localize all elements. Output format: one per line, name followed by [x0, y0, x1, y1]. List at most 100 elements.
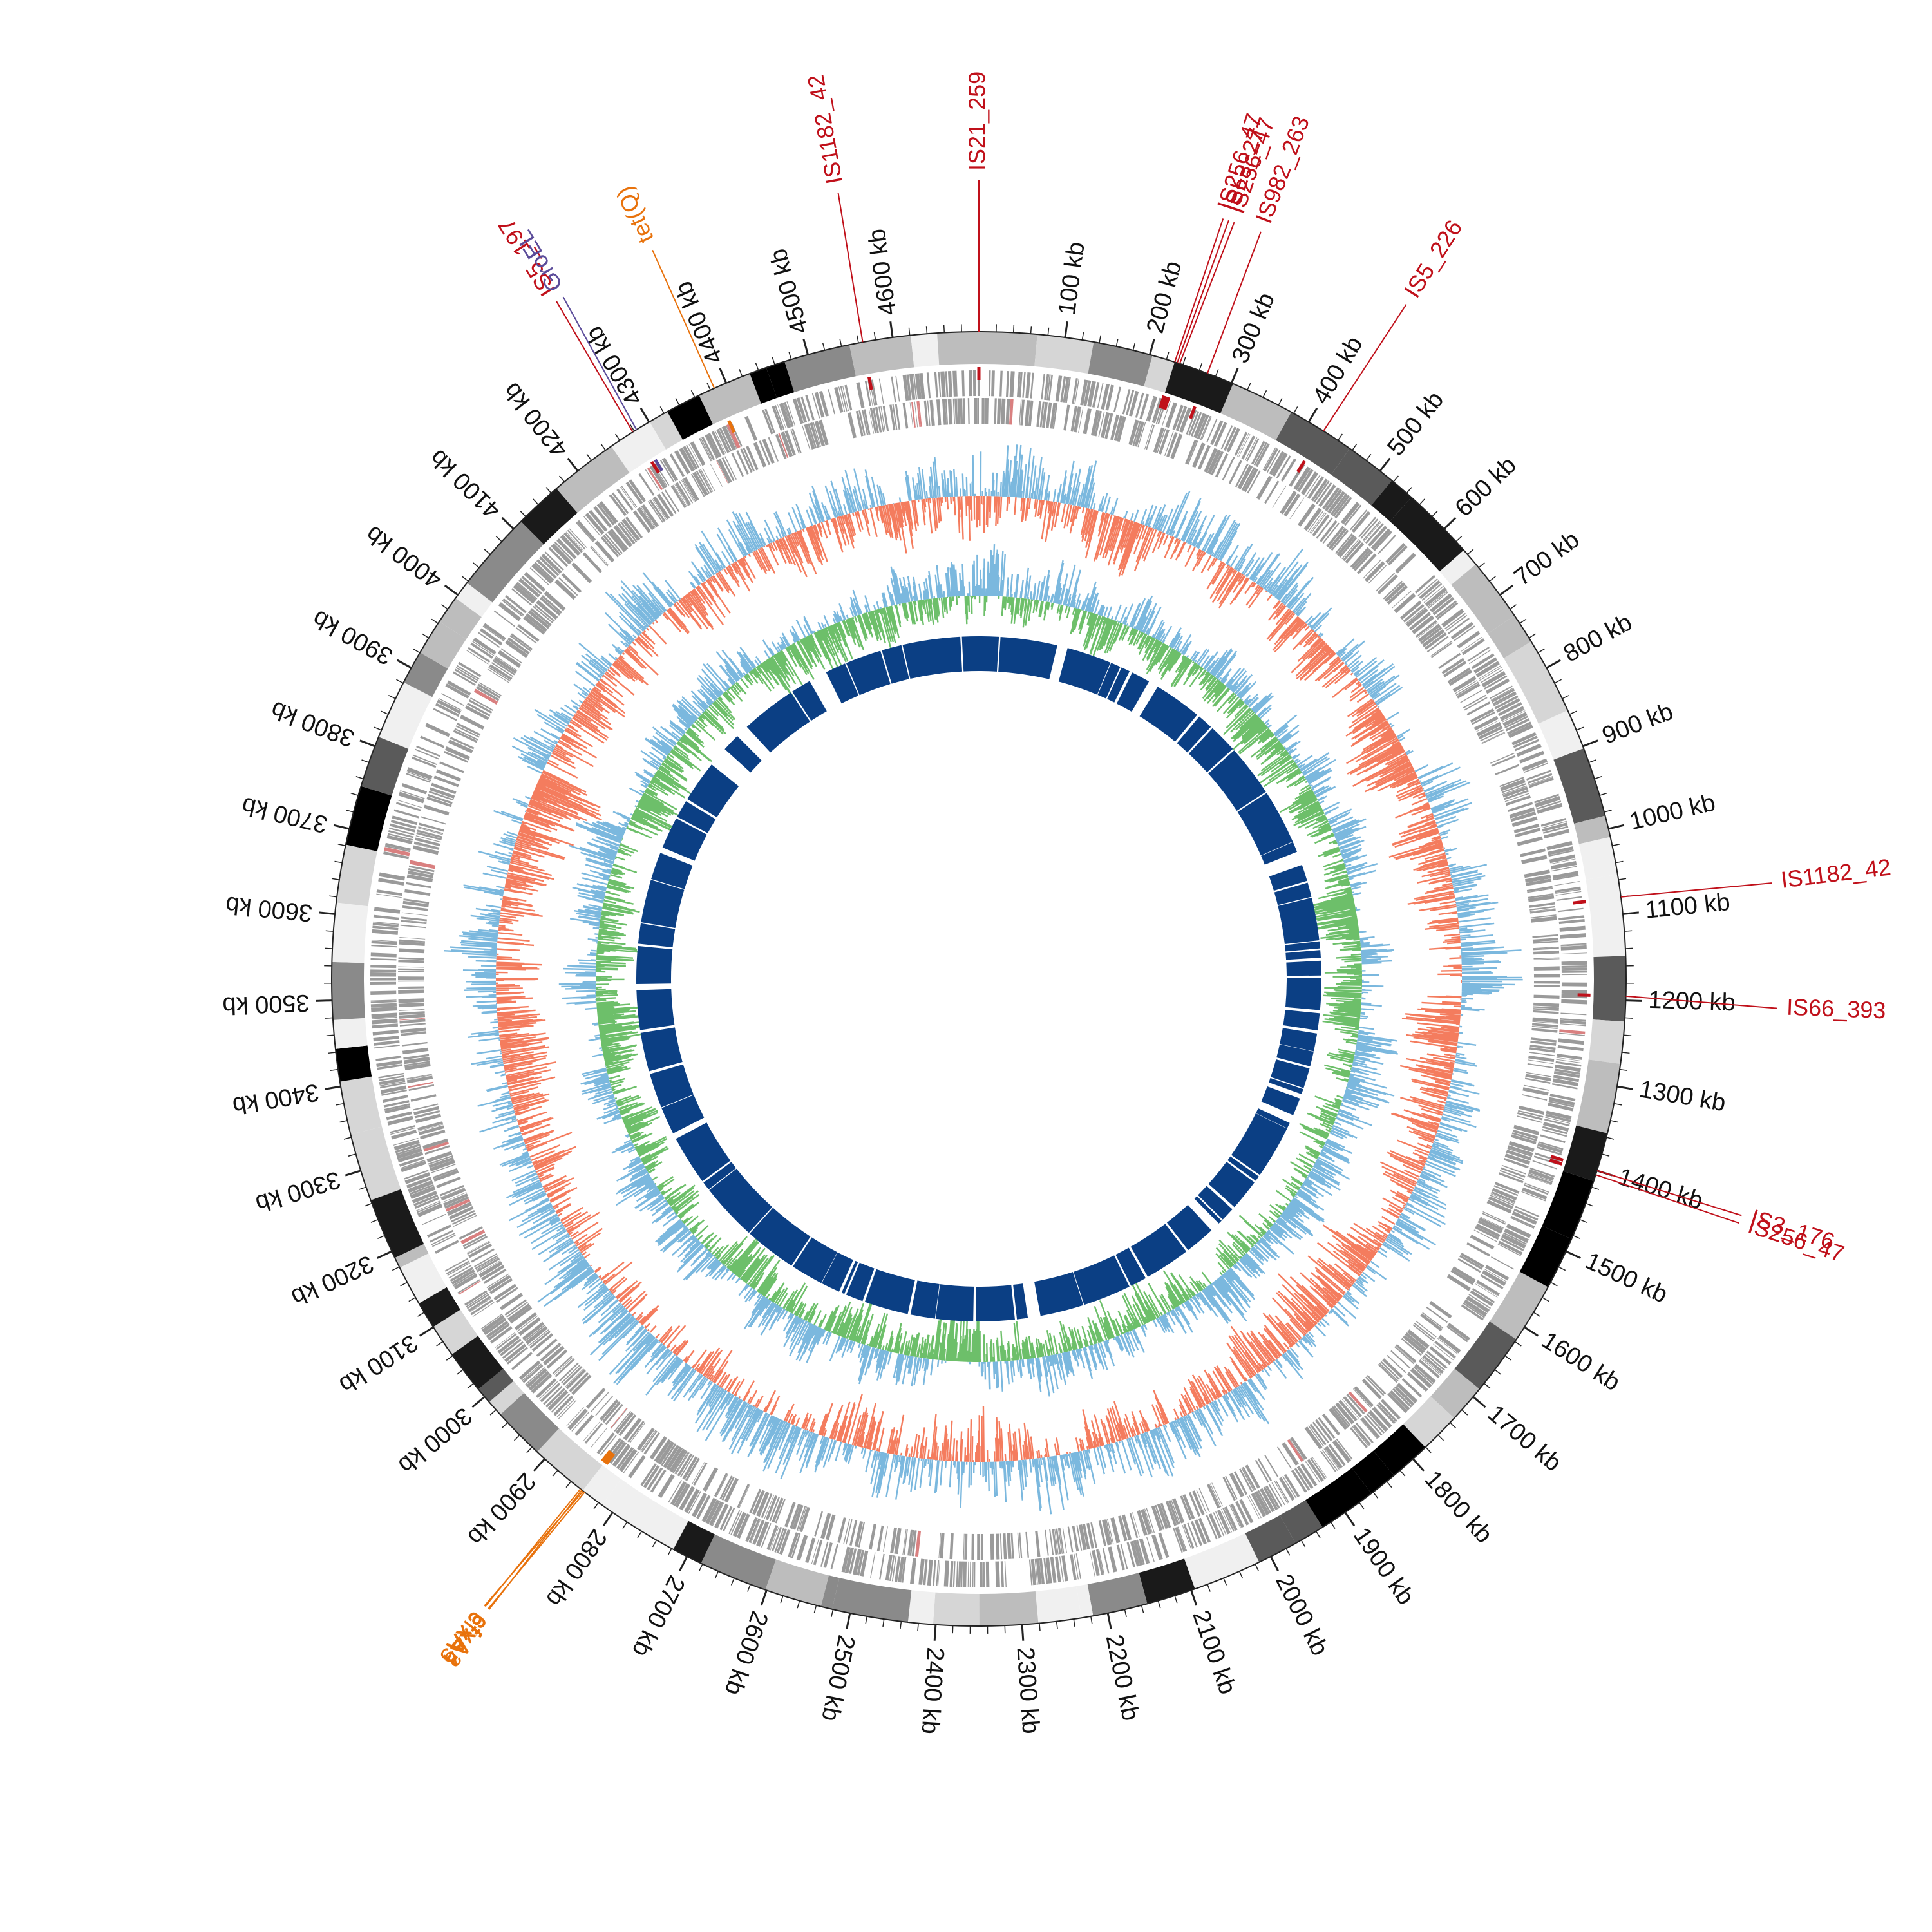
gene-feature [373, 921, 399, 925]
gene-feature [454, 668, 478, 684]
minor-tick [381, 710, 389, 715]
gc-skew-track [558, 544, 1398, 1397]
gene-feature [595, 1396, 613, 1416]
gene-feature [1036, 401, 1042, 428]
gene-feature [1505, 718, 1530, 732]
gene-feature [1530, 1167, 1555, 1178]
major-tick [1582, 739, 1598, 748]
gene-feature [1387, 1392, 1408, 1414]
blue-block [649, 1064, 694, 1108]
gene-feature [1453, 625, 1475, 642]
gene-feature [554, 579, 576, 600]
gene-feature [569, 1410, 588, 1430]
gene-feature [685, 444, 700, 468]
gene-feature [786, 401, 796, 426]
gene-feature [518, 1317, 541, 1336]
karyotype-band [1578, 837, 1618, 880]
gene-feature [1395, 1345, 1415, 1363]
karyotype-band [766, 361, 795, 399]
gene-feature [764, 408, 776, 433]
minor-tick [1365, 453, 1372, 461]
gene-feature [1559, 1032, 1585, 1036]
annotation-marker [601, 1450, 612, 1463]
gene-feature [1532, 934, 1558, 938]
gene-feature [649, 499, 666, 522]
gene-feature [444, 1258, 468, 1272]
gene-feature [649, 1436, 667, 1460]
gene-feature [894, 1528, 902, 1555]
gene-feature [1322, 522, 1340, 544]
gene-feature [632, 510, 651, 533]
gene-feature [872, 407, 879, 433]
blue-block [1034, 1272, 1084, 1316]
gene-feature [466, 1240, 490, 1254]
karyotype-band [1245, 1515, 1296, 1562]
major-tick [1616, 1085, 1633, 1090]
gene-feature [1502, 785, 1527, 795]
gene-feature [609, 1441, 627, 1464]
gene-feature [882, 405, 889, 431]
gene-feature [875, 406, 882, 433]
gene-feature [466, 702, 491, 717]
gene-feature [696, 470, 710, 495]
gene-feature [460, 1229, 486, 1245]
gene-feature [868, 408, 875, 434]
gene-feature [1560, 1019, 1586, 1025]
gene-feature [455, 725, 480, 738]
minor-tick [392, 1266, 400, 1271]
gene-feature [1480, 1274, 1504, 1289]
blue-block [1276, 1044, 1314, 1066]
gene-feature [1110, 414, 1120, 440]
gene-feature [1378, 1401, 1397, 1423]
gene-feature [408, 1081, 434, 1088]
gene-feature [1076, 407, 1082, 433]
minor-tick [502, 1422, 508, 1428]
gene-feature [478, 682, 502, 697]
major-tick [1269, 1556, 1279, 1571]
gene-feature [571, 1412, 590, 1432]
gene-feature [909, 374, 916, 400]
gene-feature [947, 370, 952, 397]
gene-feature [1490, 1193, 1515, 1204]
annotation-leader [1620, 882, 1772, 898]
gene-feature [1550, 860, 1577, 870]
minor-tick [422, 633, 430, 639]
gene-feature [1533, 984, 1560, 987]
gene-feature [1390, 1350, 1411, 1369]
minor-tick [431, 618, 439, 624]
gene-feature [661, 457, 679, 482]
gene-feature [616, 488, 634, 511]
gene-feature [617, 522, 636, 545]
gene-feature [1529, 902, 1555, 908]
gene-feature [518, 578, 540, 598]
gene-feature [1247, 1495, 1260, 1519]
gene-feature [1365, 1376, 1385, 1396]
annotation-marker [1159, 395, 1166, 409]
gene-feature [1363, 522, 1381, 542]
gene-feature [1392, 591, 1412, 609]
tick-label: 800 kb [1559, 609, 1636, 668]
gene-feature [1478, 725, 1503, 740]
gene-feature [1222, 1477, 1236, 1501]
gene-feature [1322, 487, 1340, 510]
gene-feature [1133, 1540, 1144, 1566]
major-tick [802, 339, 809, 355]
major-tick [419, 1326, 434, 1337]
karyotype-band [339, 1076, 382, 1135]
gene-feature [398, 989, 424, 994]
gene-feature [716, 428, 730, 453]
gene-feature [1501, 1233, 1526, 1249]
gene-feature [1499, 1170, 1524, 1180]
minor-tick [1588, 759, 1596, 763]
gene-feature [391, 1130, 417, 1140]
gene-feature [495, 1333, 517, 1350]
gene-feature [1003, 1533, 1007, 1560]
minor-tick [1039, 1623, 1041, 1631]
gene-feature [1155, 1504, 1165, 1530]
karyotype-band [1430, 1368, 1480, 1419]
gene-feature [454, 728, 478, 741]
annotation-leader [1179, 222, 1235, 364]
gene-feature [613, 525, 632, 548]
gene-feature [540, 1342, 561, 1361]
annotation-leader [562, 296, 638, 430]
